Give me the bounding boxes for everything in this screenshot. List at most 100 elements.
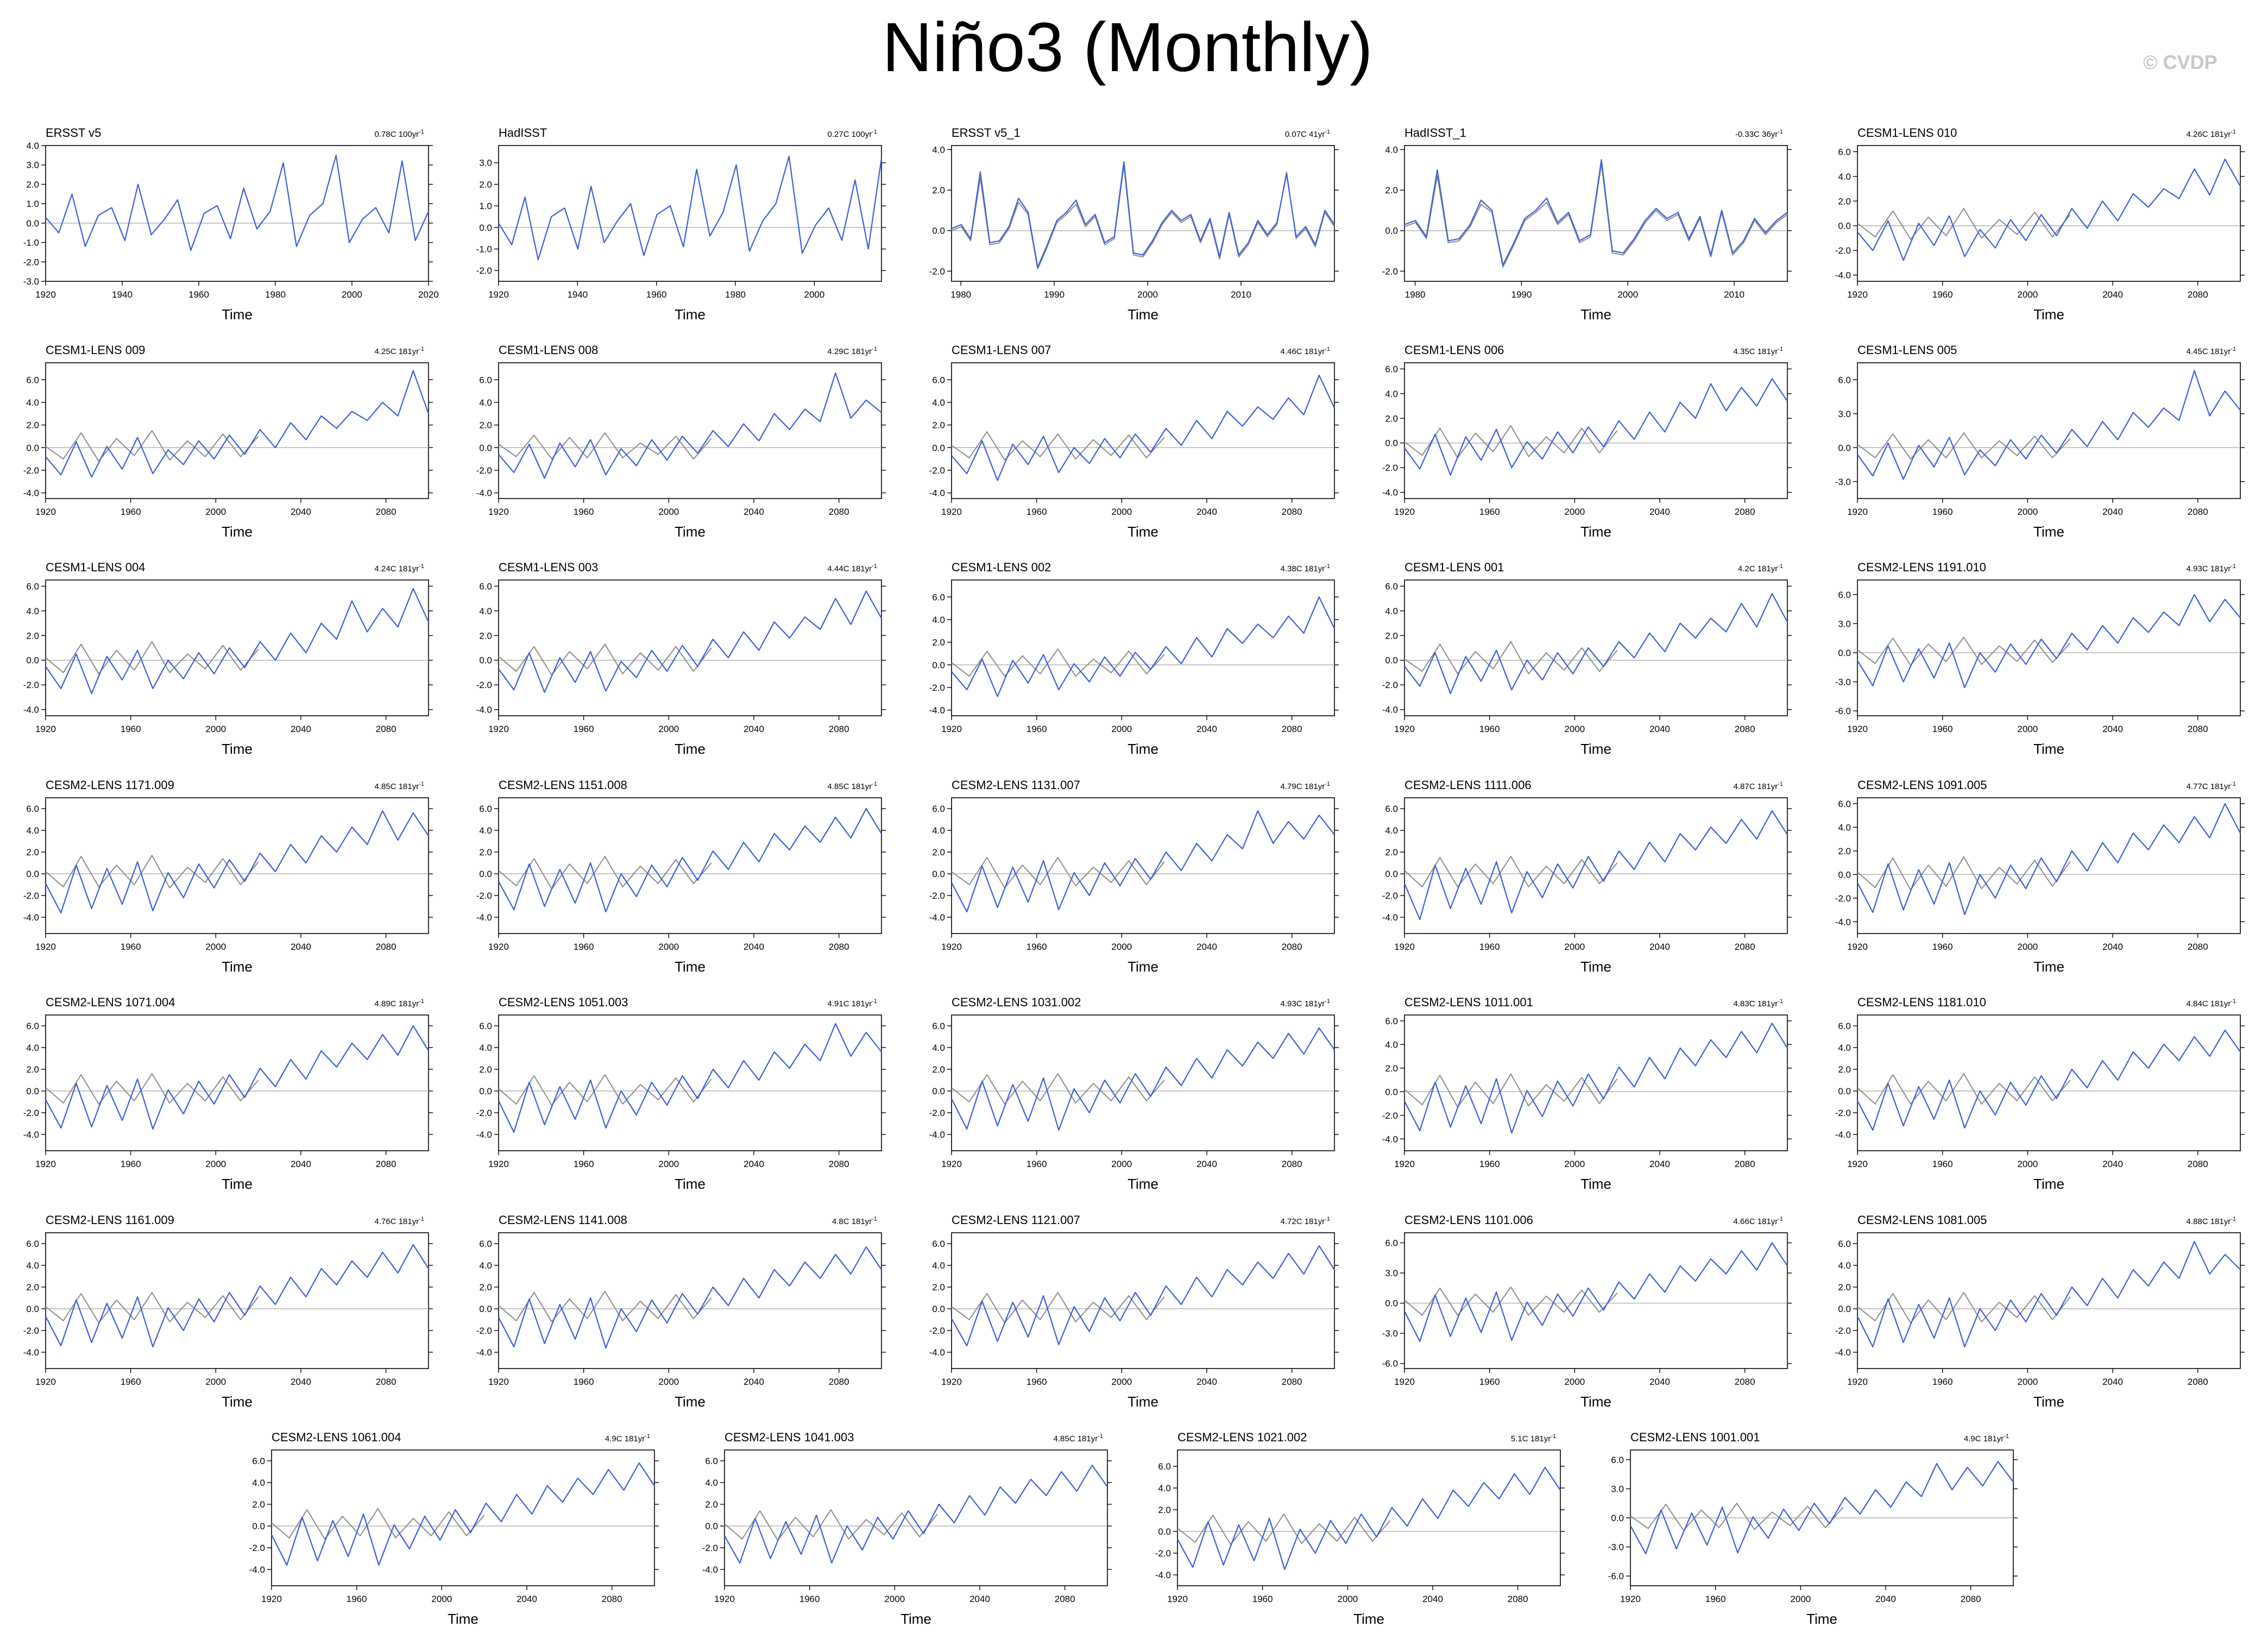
- y-tick-label: -4.0: [23, 1347, 39, 1358]
- x-tick-label: 1920: [1847, 724, 1868, 734]
- trend-label: 4.45C 181yr-1: [2187, 346, 2237, 356]
- obs-series-line: [951, 648, 1165, 677]
- y-tick-label: -2.0: [1382, 266, 1398, 276]
- x-tick-label: 2080: [1735, 1159, 1755, 1169]
- y-tick-label: -4.0: [23, 705, 39, 715]
- model-series-line: [1857, 158, 2241, 261]
- plot-frame: [1404, 579, 1788, 716]
- trend-label: 4.8C 181yr-1: [832, 1216, 877, 1226]
- y-tick-label: 1.0: [26, 199, 39, 209]
- x-axis-label: Time: [1580, 959, 1611, 975]
- chart-panel: HadISST_1 -0.33C 36yr-1 4.0 2.0 0.0 -2.0 1980 1…: [1356, 113, 1804, 333]
- y-tick-label: 2.0: [26, 630, 39, 641]
- x-tick-label: 1960: [646, 289, 667, 300]
- chart-panel: CESM1-LENS 005 4.45C 181yr-1 6.0 3.0 0.0 -3.0…: [1809, 330, 2255, 550]
- x-axis-label: Time: [1580, 306, 1611, 323]
- x-tick-label: 2000: [1337, 1594, 1358, 1604]
- model-series-line: [498, 1246, 882, 1349]
- x-tick-label: 1980: [725, 289, 746, 300]
- x-axis-label: Time: [222, 741, 253, 757]
- trend-label: 4.25C 181yr-1: [375, 346, 425, 356]
- x-tick-label: 1960: [1705, 1594, 1726, 1604]
- trend-label: 4.87C 181yr-1: [1734, 781, 1784, 791]
- panel-title: CESM2-LENS 1151.008: [499, 778, 627, 792]
- y-tick-label: 2.0: [932, 420, 945, 431]
- y-tick-label: -3.0: [1382, 1328, 1398, 1339]
- trend-label: 4.83C 181yr-1: [1734, 998, 1784, 1008]
- y-tick-label: 4.0: [26, 825, 39, 836]
- y-tick-label: 0.0: [1158, 1527, 1171, 1537]
- obs-series-line: [498, 1074, 712, 1106]
- y-tick-label: 6.0: [705, 1456, 718, 1466]
- x-tick-label: 1990: [1511, 289, 1532, 300]
- trend-label: 4.66C 181yr-1: [1734, 1216, 1784, 1226]
- y-tick-label: 2.0: [1158, 1505, 1171, 1515]
- obs-series-line: [1857, 432, 2071, 460]
- x-tick-label: 2040: [1649, 507, 1670, 517]
- panel-title: CESM2-LENS 1041.003: [725, 1430, 854, 1444]
- plot-frame: [724, 1449, 1108, 1586]
- y-tick-label: 4.0: [479, 1043, 492, 1053]
- y-tick-label: 0.0: [26, 655, 39, 666]
- y-tick-label: 6.0: [479, 581, 492, 591]
- x-tick-label: 1920: [941, 1377, 962, 1387]
- x-tick-label: 1920: [488, 289, 509, 300]
- panel-title: CESM2-LENS 1141.008: [499, 1213, 627, 1227]
- x-tick-label: 2000: [884, 1594, 905, 1604]
- x-tick-label: 2080: [376, 507, 396, 517]
- y-tick-label: 6.0: [1385, 1016, 1398, 1026]
- y-tick-label: -4.0: [249, 1565, 265, 1575]
- obs-series-line: [1177, 1514, 1391, 1545]
- model-series-line: [498, 155, 883, 261]
- obs-series-line: [951, 1292, 1165, 1323]
- model-series-line: [1857, 1029, 2241, 1131]
- y-tick-label: 4.0: [932, 1043, 945, 1053]
- y-tick-label: -4.0: [476, 1130, 492, 1140]
- x-tick-label: 1960: [1932, 942, 1953, 952]
- chart-svg: CESM2-LENS 1001.001 4.9C 181yr-1 6.0 3.0 0.0…: [1608, 1430, 2018, 1627]
- x-tick-label: 2080: [2188, 724, 2208, 734]
- x-tick-label: 1960: [1479, 942, 1500, 952]
- x-axis-label: Time: [1353, 1611, 1384, 1627]
- y-tick-label: 2.0: [705, 1499, 718, 1510]
- y-tick-label: 2.0: [1838, 846, 1851, 856]
- plot-frame: [951, 362, 1335, 499]
- panel-title: CESM2-LENS 1081.005: [1857, 1213, 1987, 1227]
- y-tick-label: -4.0: [929, 1130, 945, 1140]
- chart-panel: ERSST v5_1 0.07C 41yr-1 4.0 2.0 0.0 -2.0 1980 1…: [903, 113, 1351, 333]
- chart-svg: CESM2-LENS 1021.002 5.1C 181yr-1 6.0 4.0 2.0…: [1155, 1430, 1565, 1627]
- x-tick-label: 2080: [1735, 1377, 1755, 1387]
- x-tick-label: 2000: [658, 1159, 679, 1169]
- x-axis-label: Time: [2033, 524, 2064, 540]
- y-tick-label: 0.0: [932, 443, 945, 453]
- x-tick-label: 2040: [744, 724, 764, 734]
- model-series-line: [1404, 378, 1788, 476]
- x-tick-label: 2040: [2102, 289, 2123, 300]
- y-tick-label: 2.0: [1838, 1064, 1851, 1075]
- x-tick-label: 1960: [1932, 1377, 1953, 1387]
- x-tick-label: 1960: [574, 507, 594, 517]
- obs-series-line: [45, 641, 259, 674]
- trend-label: 4.29C 181yr-1: [828, 346, 878, 356]
- chart-svg: CESM2-LENS 1161.009 4.76C 181yr-1 6.0 4.0 2.…: [23, 1213, 433, 1410]
- x-tick-label: 1920: [941, 1159, 962, 1169]
- x-tick-label: 1960: [188, 289, 209, 300]
- model-series-line: [498, 372, 882, 479]
- y-tick-label: 6.0: [1838, 799, 1851, 809]
- y-tick-label: -2.0: [1382, 891, 1398, 901]
- x-tick-label: 2040: [1649, 724, 1670, 734]
- x-axis-label: Time: [675, 1394, 706, 1410]
- y-tick-label: -4.0: [929, 1347, 945, 1358]
- chart-panel: CESM2-LENS 1141.008 4.8C 181yr-1 6.0 4.0 2.0…: [450, 1200, 898, 1420]
- x-axis-label: Time: [1580, 741, 1611, 757]
- trend-label: 4.89C 181yr-1: [375, 998, 425, 1008]
- chart-svg: CESM1-LENS 005 4.45C 181yr-1 6.0 3.0 0.0 -3.0…: [1835, 343, 2245, 540]
- plot-frame: [45, 362, 429, 499]
- x-axis-label: Time: [1128, 524, 1158, 540]
- plot-frame: [498, 1014, 882, 1151]
- model-series-line: [1857, 370, 2241, 480]
- y-tick-label: 4.0: [26, 1260, 39, 1271]
- trend-label: 4.72C 181yr-1: [1281, 1216, 1331, 1226]
- panel-title: HadISST_1: [1404, 126, 1466, 140]
- chart-panel: CESM1-LENS 004 4.24C 181yr-1 6.0 4.0 2.0 0.0 -…: [0, 547, 445, 767]
